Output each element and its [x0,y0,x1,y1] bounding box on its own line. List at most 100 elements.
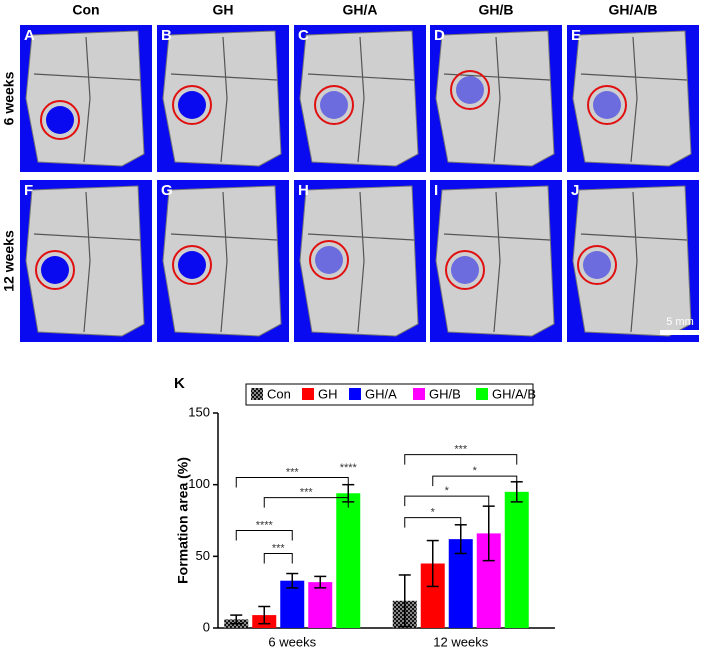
legend-label: GH/B [429,386,461,401]
panel-letter: J [571,182,579,199]
scale-bar [660,330,700,335]
legend-swatch [413,388,425,400]
error-bar [482,505,495,562]
y-tick-label: 100 [188,476,210,491]
panel-letter: I [434,182,438,199]
significance-bracket [263,552,293,564]
skull [162,30,282,167]
panel-letter: H [298,182,309,199]
column-header: Con [72,2,99,18]
suture [307,191,415,333]
legend-label: GH/A [365,386,397,401]
significance-label: *** [454,443,468,455]
significance-bracket [235,477,349,488]
legend-swatch [349,388,361,400]
defect-fill [178,251,206,279]
bar [504,491,529,628]
y-tick-label: 50 [196,548,210,563]
significance-bracket [263,497,349,508]
defect-fill [451,256,479,284]
defect-fill [41,256,69,284]
significance-label: * [473,465,478,477]
y-tick-label: 0 [203,619,210,634]
significance-label: * [431,507,436,519]
panel-letter: B [161,27,172,44]
y-axis-label: Formation area (%) [175,457,191,584]
error-bar [398,574,411,628]
panel-letter: K [174,375,185,392]
bar [336,493,361,628]
defect-circle [587,85,627,125]
defect-fill [583,251,611,279]
defect-fill [46,106,74,134]
suture [170,36,278,163]
defect-circle [35,250,75,290]
suture [170,191,278,333]
legend-swatch [476,388,488,400]
suture [580,191,688,333]
column-header: GH [213,2,234,18]
scale-bar-label: 5 mm [666,316,694,328]
defect-circle [309,240,349,280]
defect-circle [172,85,212,125]
error-bar [286,572,299,589]
significance-label: **** [340,462,358,474]
defect-fill [320,91,348,119]
legend-label: GH [318,386,338,401]
significance-label: *** [272,542,286,554]
defect-circle [445,250,485,290]
skull [162,185,282,337]
defect-circle [450,70,490,110]
row-label: 12 weeks [1,230,17,292]
skull [572,30,692,167]
defect-fill [315,246,343,274]
defect-circle [577,245,617,285]
error-bar [258,605,271,625]
legend-label: Con [267,386,291,401]
y-tick-label: 150 [188,404,210,419]
significance-bracket [404,495,490,507]
column-header: GH/A/B [609,2,658,18]
x-tick-label: 12 weeks [433,634,488,649]
legend-label: GH/A/B [492,386,536,401]
legend-swatch [251,388,263,400]
skull [299,30,419,167]
significance-bracket [235,530,293,541]
significance-label: *** [300,486,314,498]
panel-letter: F [24,182,33,199]
panel-letter: D [434,27,445,44]
legend: Con GH GH/A GH/B GH/A/B [245,383,536,406]
panel-letter: A [24,27,35,44]
significance-bracket [404,517,462,528]
suture [33,191,141,333]
significance-bracket [432,475,518,487]
defect-circle [314,85,354,125]
suture [443,191,551,333]
bar [308,582,333,628]
panel-letter: E [571,27,581,44]
skull [25,185,145,337]
error-bar [314,575,327,589]
legend-swatch [302,388,314,400]
significance-bracket [404,454,518,465]
defect-circle [172,245,212,285]
suture [580,36,688,163]
suture [33,36,141,163]
column-header: GH/B [479,2,514,18]
defect-circle [40,100,80,140]
skull [299,185,419,337]
panel-letter: G [161,182,173,199]
defect-fill [593,91,621,119]
significance-label: * [445,485,450,497]
skull [435,30,555,167]
panel-letter: C [298,27,309,44]
suture [443,36,551,163]
significance-label: **** [256,519,274,531]
significance-label: *** [286,466,300,478]
suture [307,36,415,163]
skull [572,185,692,337]
column-header: GH/A [343,2,378,18]
x-tick-label: 6 weeks [268,634,316,649]
error-bar [230,614,243,625]
